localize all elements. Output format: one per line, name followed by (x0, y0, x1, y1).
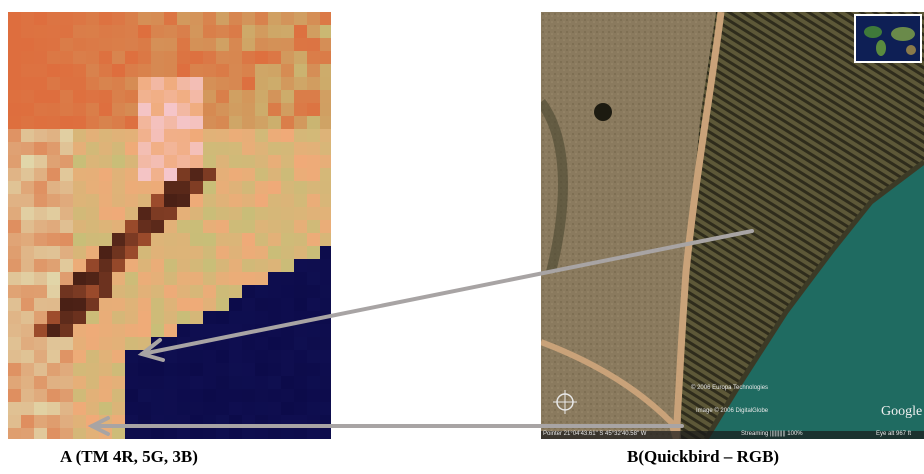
water-body (706, 162, 924, 439)
caption-tm: A (TM 4R, 5G, 3B) (60, 447, 198, 466)
google-logo: Google (881, 404, 923, 419)
caption-quickbird: B(Quickbird – RGB) (627, 447, 780, 466)
plantation-rows (681, 12, 924, 439)
tm-pixel-image (8, 12, 331, 439)
status-bar (541, 431, 924, 439)
copyright-digitalglobe: Image © 2006 DigitalGlobe (696, 408, 769, 414)
shoreline (703, 160, 924, 439)
tm-image-panel (8, 12, 331, 439)
dirt-road (672, 12, 725, 439)
tree (594, 103, 612, 121)
status-eye-alt: Eye alt 967 ft (876, 431, 912, 437)
quickbird-image-panel: © 2006 Europa Technologies Image © 2006 … (541, 12, 924, 439)
copyright-europa: © 2006 Europa Technologies (691, 385, 769, 391)
arrow-plantation (140, 229, 754, 356)
quickbird-image (541, 12, 924, 439)
arrow-water-head (87, 416, 110, 436)
status-streaming: Streaming |||||||||| 100% (741, 431, 803, 437)
status-pointer: Pointer 21°04'43.61" S 45°32'40.58" W (543, 431, 647, 437)
dirt-road-2 (541, 339, 679, 439)
arrow-plantation-head (137, 338, 165, 362)
tree-line (541, 99, 568, 274)
